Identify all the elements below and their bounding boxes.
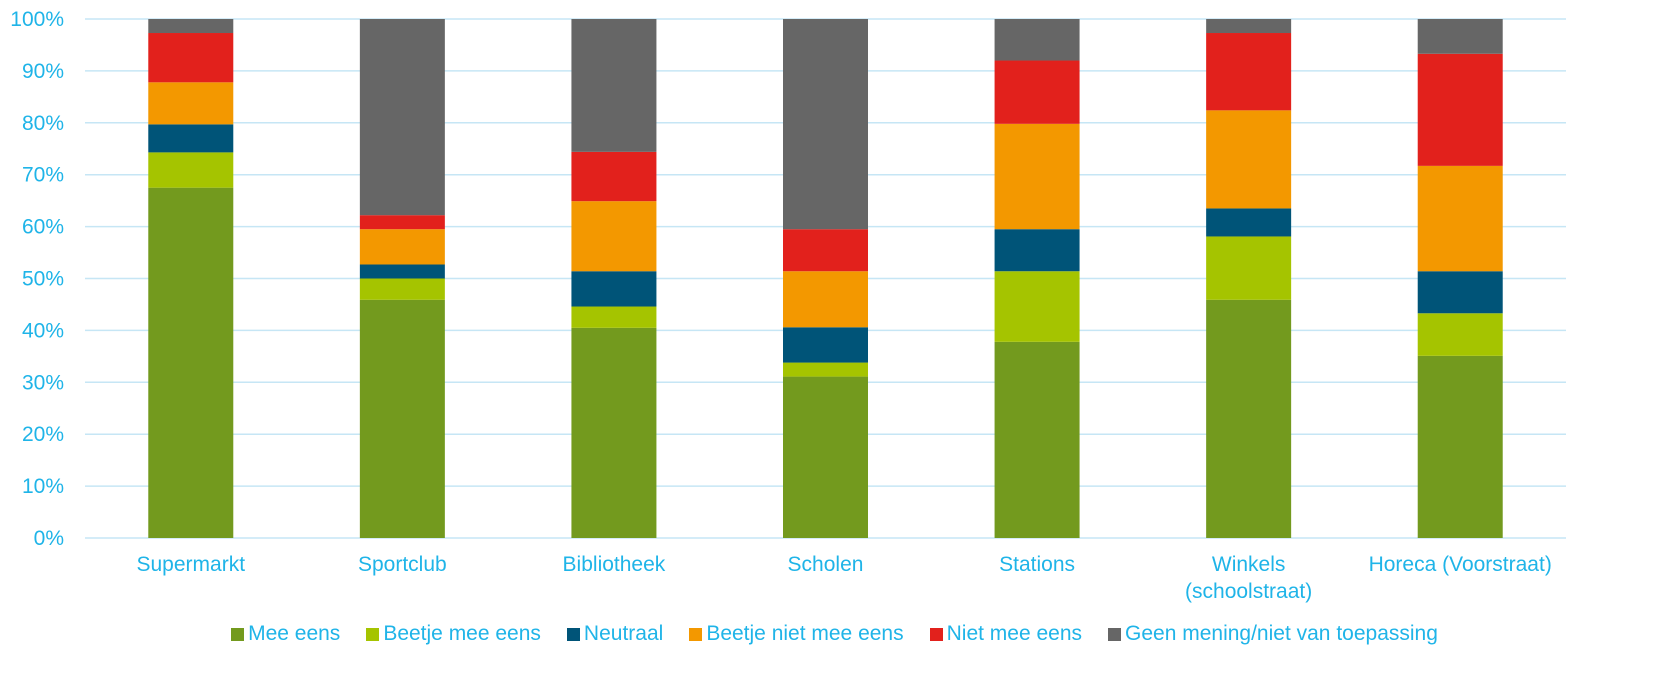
x-category-label: Sportclub (358, 553, 447, 576)
legend-swatch (566, 627, 580, 641)
bar-segment (359, 264, 445, 279)
bar-segment (148, 33, 234, 83)
bar-segment (571, 201, 657, 272)
bar-segment (783, 362, 868, 377)
bar-segment (148, 152, 234, 188)
legend-item: Mee eens (231, 622, 340, 646)
bar-segment (148, 187, 234, 539)
bar-segment (994, 19, 1080, 61)
y-tick-label: 0% (34, 527, 64, 550)
bar-segment (1417, 19, 1503, 54)
bar-segment (359, 19, 445, 216)
y-tick-label: 10% (22, 475, 64, 498)
bar-segment (1206, 19, 1292, 34)
bar-segment (994, 271, 1080, 342)
bar-segment (994, 123, 1080, 230)
legend-label: Mee eens (248, 622, 341, 645)
bar-segment (1206, 33, 1292, 111)
y-tick-label: 30% (22, 371, 64, 394)
legend-item: Geen mening/niet van toepassing (1108, 622, 1438, 646)
bar-segment (1206, 110, 1292, 209)
legend-swatch (689, 627, 703, 641)
legend-swatch (366, 627, 380, 641)
bar-segment (148, 19, 234, 34)
bar-segment (783, 271, 868, 328)
bar-segment (1417, 165, 1503, 272)
bar-segment (1417, 355, 1503, 538)
legend-label: Beetje mee eens (383, 622, 541, 645)
x-axis-category-labels: Supermarkt Sportclub Bibliotheek Scholen Sta… (137, 553, 1552, 603)
bar-segment (148, 124, 234, 153)
bars (148, 19, 1503, 539)
bar-segment (571, 271, 657, 307)
legend-swatch (929, 627, 943, 641)
x-category-label: Scholen (788, 553, 864, 576)
bar-segment (994, 229, 1080, 272)
bar-segment (783, 229, 868, 272)
bar-segment (994, 60, 1080, 124)
x-category-label: Winkels (schoolstraat) (1185, 553, 1312, 603)
legend-swatch (231, 627, 245, 641)
bar-segment (783, 376, 868, 538)
bar-segment (1417, 313, 1503, 356)
legend-item: Beetje mee eens (366, 622, 541, 646)
bar-segment (994, 341, 1080, 538)
y-tick-label: 20% (22, 423, 64, 446)
bar-segment (359, 278, 445, 300)
legend-label: Geen mening/niet van toepassing (1125, 622, 1438, 645)
y-tick-label: 50% (22, 268, 64, 291)
bar-segment (1206, 208, 1292, 237)
y-axis-tick-labels: 0% 10% 20% 30% 40% 50% 60% 70% 80% 90% 100% (10, 8, 64, 550)
bar-segment (1206, 236, 1292, 300)
legend-item: Niet mee eens (929, 622, 1083, 646)
x-category-label: Supermarkt (137, 553, 246, 576)
bar-segment (571, 151, 657, 202)
x-category-label: Bibliotheek (563, 553, 666, 576)
legend-label: Neutraal (583, 622, 664, 645)
y-tick-label: 80% (22, 112, 64, 135)
y-tick-label: 40% (22, 319, 64, 342)
x-category-label: Stations (999, 553, 1075, 576)
bar-segment (359, 215, 445, 230)
x-category-label: Horeca (Voorstraat) (1369, 553, 1552, 576)
bar-segment (359, 299, 445, 538)
bar-segment (571, 306, 657, 328)
bar-segment (783, 327, 868, 363)
bar-segment (1417, 271, 1503, 314)
y-tick-label: 70% (22, 164, 64, 187)
legend-label: Beetje niet mee eens (706, 622, 904, 645)
legend-label: Niet mee eens (946, 622, 1083, 645)
legend-item: Beetje niet mee eens (689, 622, 904, 646)
y-tick-label: 100% (10, 8, 64, 31)
legend: Mee eens Beetje mee eens Neutraal Beetje ni… (0, 622, 1669, 646)
bar-segment (1417, 53, 1503, 166)
bar-segment (1206, 299, 1292, 538)
bar-segment (148, 82, 234, 125)
legend-swatch (1108, 627, 1122, 641)
bar-segment (783, 19, 868, 230)
bar-segment (359, 229, 445, 265)
y-tick-label: 90% (22, 60, 64, 83)
legend-item: Neutraal (566, 622, 664, 646)
bar-segment (571, 19, 657, 152)
y-tick-label: 60% (22, 216, 64, 239)
bar-segment (571, 327, 657, 538)
